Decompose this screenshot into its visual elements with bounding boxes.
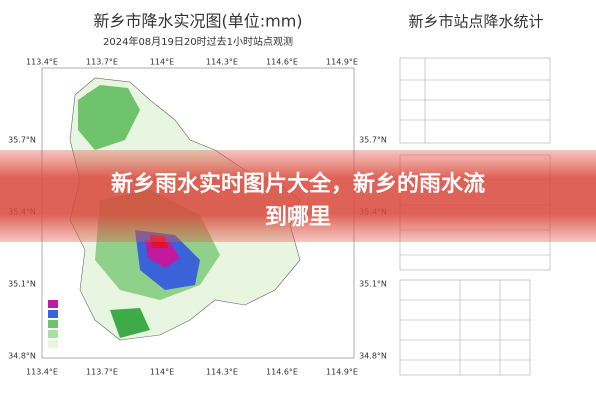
lat-label: 34.8°N: [359, 352, 387, 361]
lat-label: 35.1°N: [359, 280, 387, 289]
lon-label: 113.4°E: [26, 368, 58, 377]
lon-label: 114°E: [150, 368, 174, 377]
lon-label: 114.3°E: [206, 368, 238, 377]
lon-label: 113.4°E: [26, 58, 58, 67]
map-subtitle: 2024年08月19日20时过去1小时站点观测: [103, 35, 293, 48]
lon-label: 114.6°E: [266, 368, 298, 377]
lon-label: 114.9°E: [326, 58, 358, 67]
lon-label: 114°E: [150, 58, 174, 67]
overlay-line: 新乡雨水实时图片大全，新乡的雨水流: [111, 171, 485, 197]
lon-label: 114.9°E: [326, 368, 358, 377]
map-title: 新乡市降水实况图(单位:mm): [93, 12, 302, 31]
lon-label: 113.7°E: [86, 368, 118, 377]
lat-label: 35.7°N: [8, 136, 36, 145]
lon-label: 114.6°E: [266, 58, 298, 67]
lon-label: 113.7°E: [86, 58, 118, 67]
lat-label: 35.7°N: [359, 136, 387, 145]
overlay-band: [0, 150, 596, 242]
lat-label: 34.8°N: [8, 352, 36, 361]
stats-title: 新乡市站点降水统计: [408, 13, 543, 31]
lon-label: 114.3°E: [206, 58, 238, 67]
lat-label: 35.1°N: [8, 280, 36, 289]
legend-swatches: [48, 300, 58, 348]
overlay-line: 到哪里: [265, 205, 331, 230]
